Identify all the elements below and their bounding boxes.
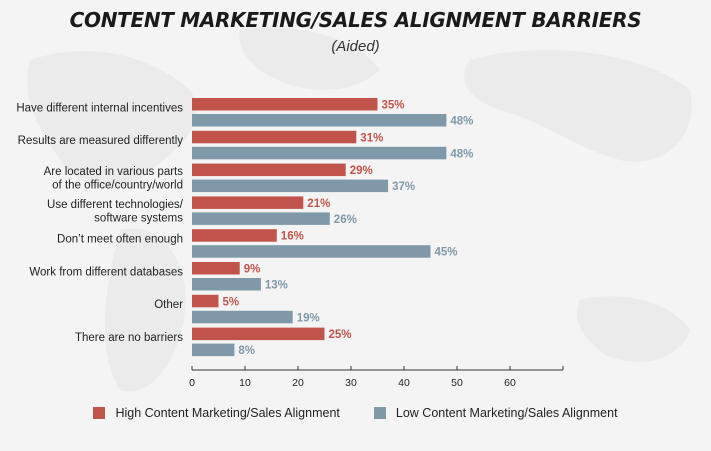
bar-high-alignment: [192, 327, 325, 341]
chart-title: CONTENT MARKETING/SALES ALIGNMENT BARRIE…: [69, 8, 642, 32]
data-label: 21%: [307, 198, 330, 210]
data-label: 35%: [382, 100, 405, 112]
bar-low-alignment: [192, 212, 330, 225]
data-label: 26%: [334, 214, 357, 226]
bar-high-alignment: [192, 262, 240, 275]
data-label: 16%: [281, 231, 304, 243]
category-label: Are located in various parts of the offic…: [44, 166, 184, 192]
data-label: 5%: [223, 296, 240, 308]
category-label: Results are measured differently: [18, 135, 184, 147]
bar-high-alignment: [192, 229, 277, 242]
data-label: 9%: [244, 264, 261, 276]
x-tick-label: 10: [239, 377, 251, 389]
legend-label-high: High Content Marketing/Sales Alignment: [115, 406, 340, 420]
category-labels: Have different internal incentives Result…: [16, 102, 183, 344]
legend-swatch-low: [373, 407, 386, 419]
category-label: There are no barriers: [75, 332, 183, 344]
legend-item-high: High Content Marketing/Sales Alignment: [93, 406, 340, 420]
bar-high-alignment: [192, 98, 378, 111]
x-tick-label: 50: [451, 377, 463, 389]
bars: 35% 48% 31% 48% 29% 37% 21% 26% 16% 45% 9% 13% 5% 19%…: [192, 98, 473, 357]
bar-high-alignment: [192, 130, 357, 144]
category-label: Have different internal incentives: [16, 102, 183, 114]
x-tick-label: 0: [189, 377, 195, 389]
data-label: 25%: [329, 329, 352, 341]
x-tick-label: 20: [292, 377, 304, 389]
bar-low-alignment: [192, 179, 389, 193]
data-label: 37%: [392, 181, 415, 193]
bar-high-alignment: [192, 163, 346, 177]
legend-swatch-high: [93, 407, 106, 419]
data-label: 29%: [350, 165, 373, 177]
bar-low-alignment: [192, 310, 293, 324]
data-label: 31%: [360, 132, 383, 144]
x-tick-label: 60: [504, 377, 516, 389]
category-label: Don’t meet often enough: [57, 233, 183, 245]
data-label: 8%: [238, 345, 255, 357]
category-label: Use different technologies/software syst…: [47, 199, 184, 225]
bar-high-alignment: [192, 196, 304, 209]
bar-low-alignment: [192, 343, 235, 357]
bar-high-alignment: [192, 294, 219, 308]
data-label: 19%: [297, 312, 320, 324]
legend-label-low: Low Content Marketing/Sales Alignment: [395, 406, 618, 420]
data-label: 45%: [435, 247, 458, 259]
data-label: 48%: [450, 148, 473, 160]
data-label: 13%: [265, 280, 288, 292]
legend-item-low: Low Content Marketing/Sales Alignment: [373, 406, 618, 420]
x-tick-label: 40: [398, 377, 410, 389]
bar-low-alignment: [192, 278, 261, 291]
legend: High Content Marketing/Sales Alignment L…: [0, 406, 711, 420]
category-label: Other: [154, 299, 183, 311]
bar-low-alignment: [192, 114, 447, 127]
data-label: 48%: [450, 116, 473, 128]
bar-low-alignment: [192, 245, 431, 258]
category-label: Work from different databases: [29, 266, 183, 278]
bar-low-alignment: [192, 146, 447, 160]
chart-subtitle: (Aided): [331, 38, 380, 55]
x-tick-label: 30: [345, 377, 357, 389]
x-axis: 0 10 20 30 40 50 60: [189, 366, 564, 389]
